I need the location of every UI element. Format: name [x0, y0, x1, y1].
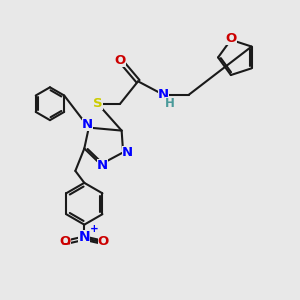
Text: −: − — [60, 238, 71, 250]
Text: O: O — [60, 235, 71, 248]
Text: O: O — [115, 54, 126, 67]
Text: N: N — [82, 118, 93, 131]
Text: +: + — [89, 224, 98, 233]
Text: N: N — [97, 159, 108, 172]
Text: S: S — [93, 97, 103, 110]
Text: O: O — [98, 235, 109, 248]
Text: H: H — [165, 97, 175, 110]
Text: N: N — [79, 230, 90, 244]
Text: N: N — [158, 88, 169, 101]
Text: N: N — [122, 146, 133, 159]
Text: O: O — [225, 32, 236, 45]
